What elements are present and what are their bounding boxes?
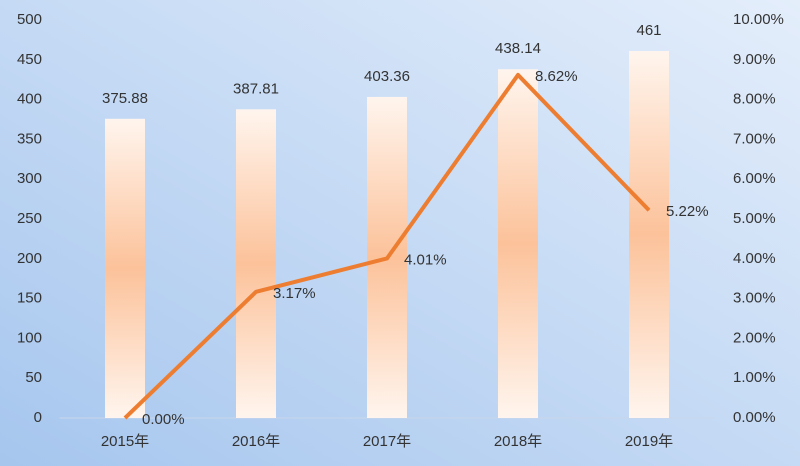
bar-value-label: 387.81 (233, 80, 279, 97)
bar-value-label: 461 (636, 22, 661, 39)
bar (498, 69, 538, 418)
line-value-label: 4.01% (404, 251, 447, 268)
y2-tick-label: 0.00% (733, 409, 776, 426)
y2-tick-label: 4.00% (733, 250, 776, 267)
line-value-label: 3.17% (273, 285, 316, 302)
x-tick-label: 2018年 (494, 433, 542, 450)
y2-tick-label: 1.00% (733, 369, 776, 386)
y-tick-label: 50 (25, 369, 42, 386)
y-tick-label: 450 (17, 51, 42, 68)
y2-tick-label: 10.00% (733, 11, 784, 28)
line (123, 72, 651, 420)
x-tick-label: 2019年 (625, 433, 673, 450)
y-tick-label: 100 (17, 329, 42, 346)
y-tick-label: 350 (17, 130, 42, 147)
y2-tick-label: 7.00% (733, 130, 776, 147)
y-tick-label: 150 (17, 290, 42, 307)
bar-value-label: 375.88 (102, 90, 148, 107)
line-value-label: 5.22% (666, 203, 709, 220)
bar (236, 109, 276, 419)
bar (629, 51, 669, 418)
x-tick-label: 2017年 (363, 433, 411, 450)
y2-tick-label: 5.00% (733, 210, 776, 227)
y2-tick-label: 3.00% (733, 290, 776, 307)
y2-tick-label: 6.00% (733, 170, 776, 187)
x-tick-label: 2015年 (101, 433, 149, 450)
bar (105, 118, 145, 418)
y-tick-label: 300 (17, 170, 42, 187)
y-tick-label: 250 (17, 210, 42, 227)
bar-value-label: 403.36 (364, 68, 410, 85)
y-tick-label: 500 (17, 11, 42, 28)
y-tick-label: 0 (34, 409, 42, 426)
line-value-label: 8.62% (535, 68, 578, 85)
y2-tick-label: 2.00% (733, 329, 776, 346)
y-tick-label: 400 (17, 91, 42, 108)
x-tick-label: 2016年 (232, 433, 280, 450)
y2-tick-label: 9.00% (733, 51, 776, 68)
line-value-label: 0.00% (142, 411, 185, 428)
y2-tick-label: 8.00% (733, 91, 776, 108)
y-tick-label: 200 (17, 250, 42, 267)
bar-value-label: 438.14 (495, 40, 541, 57)
